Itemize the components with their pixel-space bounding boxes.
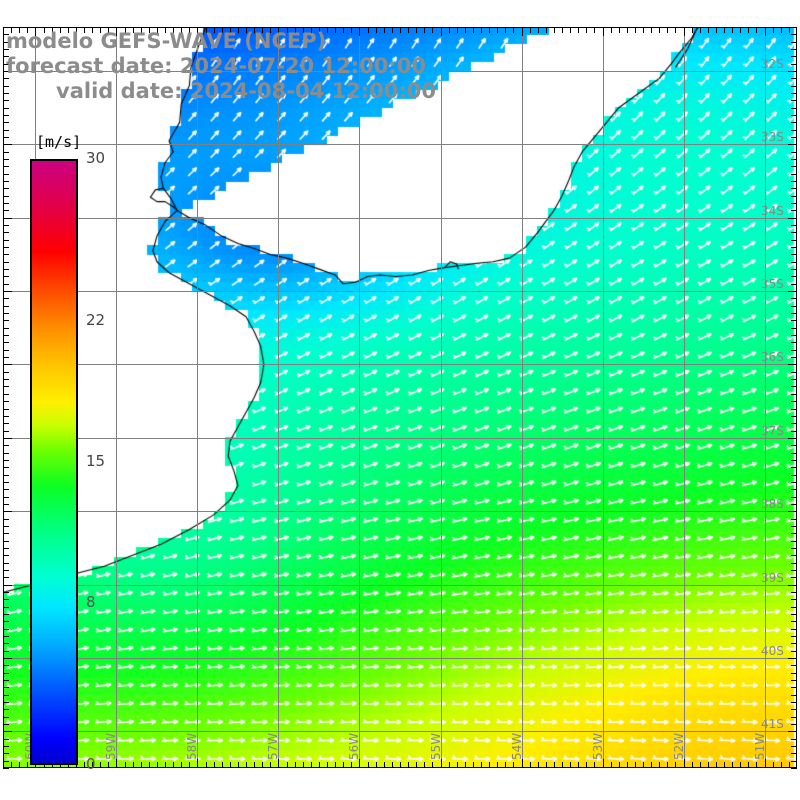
longitude-label: 54W: [509, 732, 524, 760]
gridline-parallel: [3, 218, 797, 219]
colorbar-tick-22: 22: [86, 310, 106, 329]
longitude-label: 55W: [428, 732, 443, 760]
latitude-label: 41S: [761, 717, 784, 732]
gridline-parallel: [3, 71, 797, 72]
latitude-label: 39S: [761, 570, 784, 585]
colorbar-tick-15: 15: [86, 452, 106, 470]
latitude-label: 33S: [761, 130, 784, 145]
gridline-parallel: [3, 438, 797, 439]
gridline-meridian: [522, 27, 523, 768]
gridline-parallel: [3, 364, 797, 365]
title-model-line: modelo GEFS-WAVE (NCEP): [6, 29, 327, 53]
colorbar-tick-0: 0: [86, 755, 96, 773]
tick-mark: [791, 768, 797, 769]
longitude-label: 59W: [104, 732, 119, 760]
colorbar-gradient: [30, 159, 78, 765]
gridline-meridian: [603, 27, 604, 768]
gridline-meridian: [765, 27, 766, 768]
longitude-label: 51W: [752, 732, 767, 760]
colorbar-tick-8: 8: [86, 593, 96, 612]
gridline-meridian: [278, 27, 279, 768]
latitude-label: 32S: [761, 57, 784, 72]
longitude-label: 56W: [347, 732, 362, 760]
latitude-label: 34S: [761, 203, 784, 218]
gridline-parallel: [3, 144, 797, 145]
map-plot-area[interactable]: [3, 27, 797, 768]
latitude-label: 36S: [761, 350, 784, 365]
gridline-meridian: [684, 27, 685, 768]
longitude-label: 53W: [590, 732, 605, 760]
latitude-label: 37S: [761, 423, 784, 438]
gridline-meridian: [197, 27, 198, 768]
gridline-parallel: [3, 731, 797, 732]
longitude-label: 57W: [266, 732, 281, 760]
latitude-label: 35S: [761, 277, 784, 292]
gridline-meridian: [359, 27, 360, 768]
colorbar-tick-30: 30: [86, 149, 106, 167]
gridline-parallel: [3, 585, 797, 586]
longitude-label: 52W: [671, 732, 686, 760]
latitude-label: 38S: [761, 497, 784, 512]
tick-mark: [3, 768, 9, 769]
gridline-meridian: [441, 27, 442, 768]
gridline-parallel: [3, 291, 797, 292]
gridline-parallel: [3, 658, 797, 659]
colorbar-units-label: [m/s]: [36, 133, 82, 151]
latitude-label: 40S: [761, 643, 784, 658]
title-forecast-date-line: forecast date: 2024-07-20 12:00:00: [6, 54, 426, 78]
wind-speed-heatmap-canvas[interactable]: [3, 27, 797, 768]
gridline-meridian: [116, 27, 117, 768]
title-block: modelo GEFS-WAVE (NCEP) forecast date: 2…: [6, 29, 526, 104]
longitude-label: 58W: [185, 732, 200, 760]
title-valid-date-line: valid date: 2024-08-04 12:00:00: [56, 79, 436, 103]
gridline-parallel: [3, 511, 797, 512]
colorbar: [m/s] 30 22 15 8 0: [30, 133, 105, 773]
